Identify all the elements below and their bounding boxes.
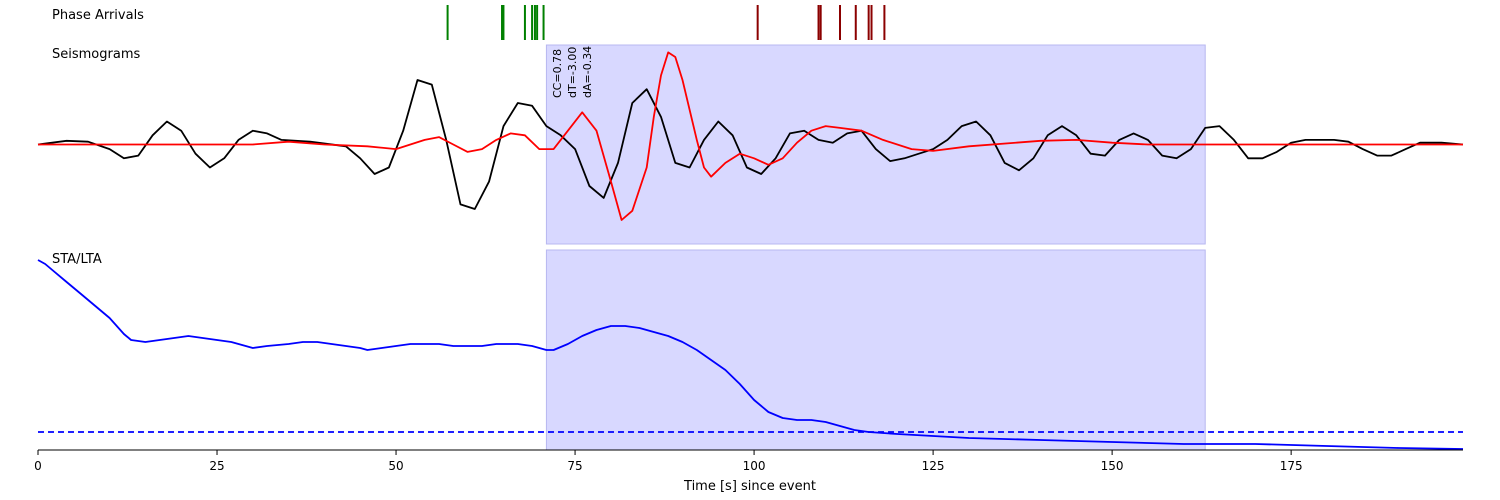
phase-arrivals-title: Phase Arrivals [52,8,144,23]
x-tick-label-0: 0 [34,459,42,473]
cc-annotation: CC=0.78 [551,49,564,98]
x-axis-label: Time [s] since event [683,479,816,494]
x-tick-label-1: 25 [209,459,224,473]
x-tick-label-2: 50 [388,459,403,473]
seismograms-panel: Seismograms CC=0.78 dT=-3.00 dA=-0.34 [37,46,1464,221]
selection-window-layer [545,44,1206,451]
sta-lta-title: STA/LTA [52,252,102,267]
da-annotation: dA=-0.34 [581,46,594,98]
seismograms-title: Seismograms [52,47,140,62]
x-tick-label-3: 75 [567,459,582,473]
phase-arrivals-panel: Phase Arrivals [52,5,886,40]
sta-lta-window [545,249,1206,451]
seismograms-window [545,44,1206,245]
seismogram-series-1 [38,51,1463,221]
x-axis: Time [s] since event 0 25 50 75 100 125 150 175 [34,449,1463,494]
x-tick-label-6: 150 [1101,459,1124,473]
x-tick-label-4: 100 [743,459,766,473]
sta-lta-series-0 [37,259,1464,450]
dt-annotation: dT=-3.00 [566,47,579,98]
seismogram-series-0 [37,79,1464,210]
sta-lta-panel: STA/LTA [37,252,1464,450]
x-tick-label-7: 175 [1280,459,1303,473]
x-tick-label-5: 125 [922,459,945,473]
